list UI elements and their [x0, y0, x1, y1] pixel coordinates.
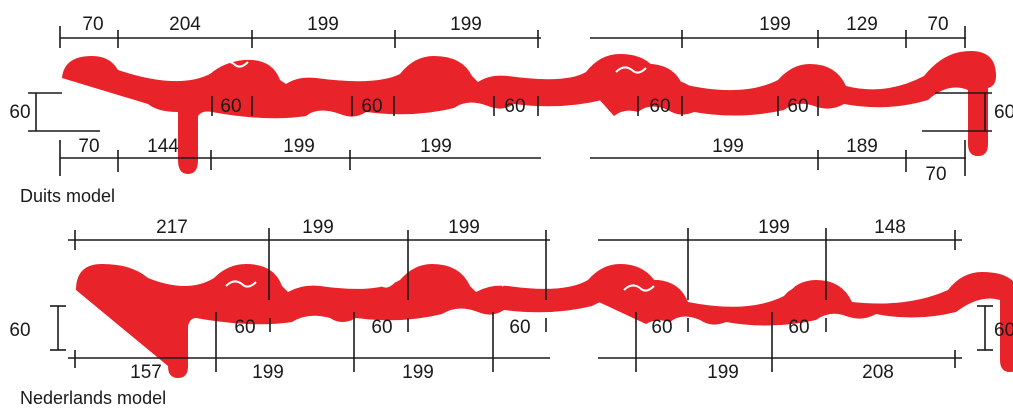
nederlands-right-bottom-dimension [598, 312, 962, 372]
nederlands-right-top-label-2: 148 [874, 217, 906, 238]
nederlands-right-tile-profile [586, 272, 1013, 372]
nederlands-left-top-dimension [68, 228, 550, 300]
duits-left-inner-label-3: 60 [504, 96, 525, 117]
nederlands-left-tile-profile [76, 264, 682, 378]
duits-right-tile-profile [580, 51, 996, 156]
nederlands-right-bottom-label-2: 208 [862, 362, 894, 383]
duits-left-bottom-label-4: 199 [420, 136, 452, 157]
duits-model-caption: Duits model [20, 186, 115, 206]
nederlands-left-bottom-label-2: 199 [252, 362, 284, 383]
nederlands-left-inner-label-2: 60 [371, 317, 392, 338]
duits-right-inner-marks [637, 96, 819, 116]
duits-right-top-label-2: 129 [846, 14, 878, 35]
duits-left-top-dimension [59, 26, 541, 48]
duits-left-top-label-3: 199 [307, 14, 339, 35]
duits-left-bottom-label-2: 144 [147, 136, 179, 157]
duits-left-height-label: 60 [9, 102, 30, 123]
nederlands-left-inner-label-3: 60 [509, 317, 530, 338]
nederlands-right-inner-label-1: 60 [651, 317, 672, 338]
nederlands-right-inner-label-2: 60 [788, 317, 809, 338]
duits-left-height-bracket [28, 92, 100, 132]
nederlands-left-bottom-label-3: 199 [402, 362, 434, 383]
nederlands-left-height-label: 60 [9, 320, 30, 341]
nederlands-left-top-label-1: 217 [156, 217, 188, 238]
duits-left-tile-profile [62, 54, 690, 174]
duits-left-top-label-4: 199 [450, 14, 482, 35]
nederlands-left-top-label-3: 199 [448, 217, 480, 238]
duits-left-top-label-1: 70 [82, 14, 103, 35]
duits-left-inner-label-2: 60 [361, 96, 382, 117]
nederlands-model-caption: Nederlands model [20, 388, 166, 408]
nederlands-right-height-bracket [977, 305, 993, 351]
duits-left-bottom-label-1: 70 [78, 136, 99, 157]
duits-left-inner-label-1: 60 [220, 96, 241, 117]
duits-left-top-label-2: 204 [169, 14, 201, 35]
duits-right-inner-label-2: 60 [787, 96, 808, 117]
duits-right-height-label: 60 [994, 102, 1013, 123]
duits-right-bottom-label-3: 70 [925, 164, 946, 185]
duits-right-bottom-label-1: 199 [712, 136, 744, 157]
duits-left-bottom-label-3: 199 [283, 136, 315, 157]
nederlands-left-bottom-label-1: 157 [130, 362, 162, 383]
nederlands-right-bottom-label-1: 199 [707, 362, 739, 383]
nederlands-right-height-label: 60 [994, 320, 1013, 341]
duits-right-top-dimension [590, 26, 966, 48]
duits-right-bottom-label-2: 189 [846, 136, 878, 157]
nederlands-right-inner-marks [687, 318, 827, 332]
nederlands-left-inner-marks [269, 318, 547, 332]
duits-left-inner-marks [211, 96, 539, 116]
duits-right-inner-label-1: 60 [649, 96, 670, 117]
nederlands-right-top-label-1: 199 [758, 217, 790, 238]
duits-right-top-label-1: 199 [759, 14, 791, 35]
duits-right-bottom-dimension [590, 140, 966, 176]
nederlands-left-inner-label-1: 60 [234, 317, 255, 338]
duits-right-top-label-3: 70 [927, 14, 948, 35]
nederlands-left-top-label-2: 199 [302, 217, 334, 238]
duits-model-group: 70 204 199 199 60 60 60 60 [9, 14, 1013, 206]
nederlands-left-height-bracket [50, 305, 66, 351]
duits-left-bottom-dimension [59, 140, 541, 176]
nederlands-model-group: 217 199 199 60 60 60 60 157 199 199 [9, 217, 1013, 408]
duits-right-height-bracket [922, 92, 992, 132]
nederlands-left-bottom-dimension [68, 312, 550, 372]
nederlands-right-top-dimension [598, 228, 962, 300]
